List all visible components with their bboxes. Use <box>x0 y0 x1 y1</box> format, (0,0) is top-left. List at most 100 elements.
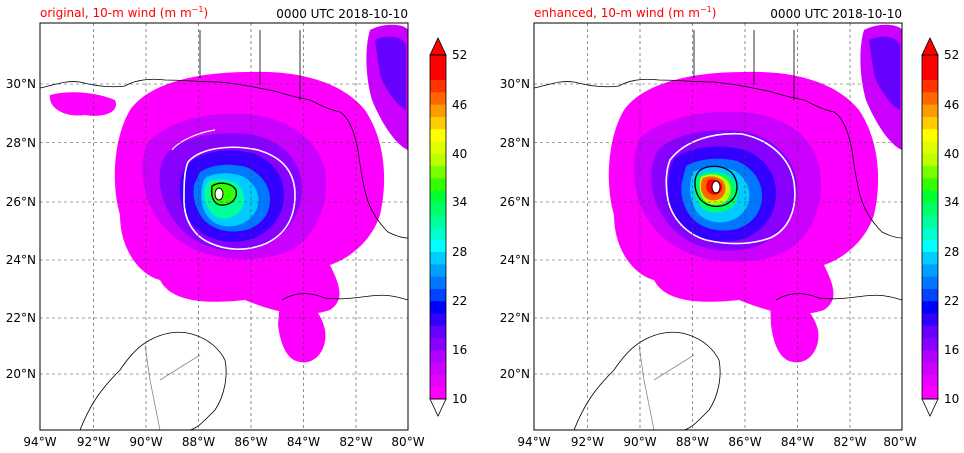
colorbar-band <box>430 141 446 154</box>
colorbar-band <box>922 300 938 314</box>
colorbar-band <box>922 67 938 81</box>
svg-text:84°W: 84°W <box>781 435 814 449</box>
colorbar-band <box>922 153 938 167</box>
white-contour-inner <box>665 132 796 245</box>
colorbar-band <box>922 177 938 191</box>
colorbar-band <box>430 374 446 388</box>
svg-text:20°N: 20°N <box>500 367 530 381</box>
svg-text:94°W: 94°W <box>23 435 56 449</box>
colorbar-band <box>430 239 446 253</box>
colorbar-band <box>430 79 446 93</box>
svg-text:80°W: 80°W <box>391 435 424 449</box>
svg-text:84°W: 84°W <box>287 435 320 449</box>
colorbar-band <box>430 300 446 314</box>
panel-title: original, 10-m wind (m m−1) <box>40 5 208 20</box>
colorbar-band <box>922 128 938 142</box>
colorbar-band <box>430 313 446 326</box>
svg-text:90°W: 90°W <box>129 435 162 449</box>
wind-field <box>608 24 902 363</box>
map-frame <box>533 22 903 431</box>
svg-text:46: 46 <box>944 98 959 112</box>
svg-text:22: 22 <box>944 294 959 308</box>
colorbar-band <box>430 165 446 179</box>
coastline <box>40 30 408 430</box>
colorbar-band <box>922 55 938 68</box>
colorbar-band <box>430 251 446 265</box>
svg-text:52: 52 <box>452 48 467 62</box>
colorbar-band <box>922 276 938 289</box>
colorbar-extend-min <box>429 398 447 417</box>
colorbar-band <box>430 190 446 203</box>
colorbar-band <box>922 337 938 351</box>
svg-text:34: 34 <box>944 195 959 209</box>
colorbar-band <box>922 214 938 228</box>
colorbar-band <box>922 349 938 363</box>
svg-text:28: 28 <box>452 245 467 259</box>
colorbar-band <box>430 386 446 400</box>
svg-text:82°W: 82°W <box>833 435 866 449</box>
colorbar-band <box>922 386 938 400</box>
coastline <box>534 30 902 430</box>
colorbar-band <box>922 313 938 326</box>
colorbar-band <box>430 325 446 339</box>
colorbar-band <box>430 153 446 167</box>
panel-original: original, 10-m wind (m m−1) 0000 UTC 201… <box>6 5 468 449</box>
colorbar-band <box>922 190 938 203</box>
svg-text:40: 40 <box>452 147 467 161</box>
colorbar-band <box>430 263 446 277</box>
svg-text:22°N: 22°N <box>500 311 530 325</box>
svg-text:10: 10 <box>452 392 467 406</box>
svg-text:22°N: 22°N <box>6 311 36 325</box>
panel-time-label: 0000 UTC 2018-10-10 <box>276 7 408 21</box>
svg-text:46: 46 <box>452 98 467 112</box>
svg-text:34: 34 <box>452 195 467 209</box>
colorbar-band <box>430 362 446 375</box>
colorbar-band <box>922 165 938 179</box>
svg-text:94°W: 94°W <box>517 435 550 449</box>
svg-text:16: 16 <box>452 343 467 357</box>
colorbar-band <box>922 116 938 130</box>
colorbar-band <box>430 67 446 81</box>
lat-tick-labels: 20°N 22°N 24°N 26°N 28°N 30°N <box>500 77 530 381</box>
svg-text:90°W: 90°W <box>623 435 656 449</box>
svg-text:10: 10 <box>944 392 959 406</box>
colorbar-band <box>922 288 938 302</box>
colorbar-band <box>430 276 446 289</box>
colorbar-extend-max <box>429 37 447 56</box>
colorbar-band <box>430 177 446 191</box>
panel-enhanced: enhanced, 10-m wind (m m−1) 0000 UTC 201… <box>500 5 960 449</box>
svg-text:82°W: 82°W <box>339 435 372 449</box>
svg-text:26°N: 26°N <box>500 195 530 209</box>
svg-text:40: 40 <box>944 147 959 161</box>
colorbar-band <box>922 362 938 375</box>
colorbar-band <box>922 79 938 93</box>
colorbar-original: 10 16 22 28 34 40 46 52 <box>429 37 467 417</box>
colorbar-band <box>430 128 446 142</box>
svg-text:28°N: 28°N <box>500 136 530 150</box>
svg-text:88°W: 88°W <box>676 435 709 449</box>
colorbar-band <box>430 202 446 216</box>
svg-text:24°N: 24°N <box>6 253 36 267</box>
colorbar-band <box>430 337 446 351</box>
svg-text:30°N: 30°N <box>500 77 530 91</box>
svg-text:20°N: 20°N <box>6 367 36 381</box>
colorbar-band <box>430 214 446 228</box>
colorbar-enhanced: 10 16 22 28 34 40 46 52 <box>921 37 959 417</box>
white-contour-inner <box>183 146 296 250</box>
svg-text:92°W: 92°W <box>77 435 110 449</box>
svg-text:24°N: 24°N <box>500 253 530 267</box>
svg-text:22: 22 <box>452 294 467 308</box>
colorbar-band <box>922 202 938 216</box>
map-frame <box>39 22 409 431</box>
svg-text:26°N: 26°N <box>6 195 36 209</box>
colorbar-band <box>430 288 446 302</box>
colorbar-tick-labels: 10 16 22 28 34 40 46 52 <box>452 48 467 406</box>
svg-text:16: 16 <box>944 343 959 357</box>
colorbar-band <box>922 141 938 154</box>
svg-text:28°N: 28°N <box>6 136 36 150</box>
colorbar-extend-max <box>921 37 939 56</box>
svg-text:86°W: 86°W <box>234 435 267 449</box>
map-area <box>40 23 408 430</box>
colorbar-band <box>922 239 938 253</box>
lon-tick-labels: 94°W 92°W 90°W 88°W 86°W 84°W 82°W 80°W <box>23 435 424 449</box>
